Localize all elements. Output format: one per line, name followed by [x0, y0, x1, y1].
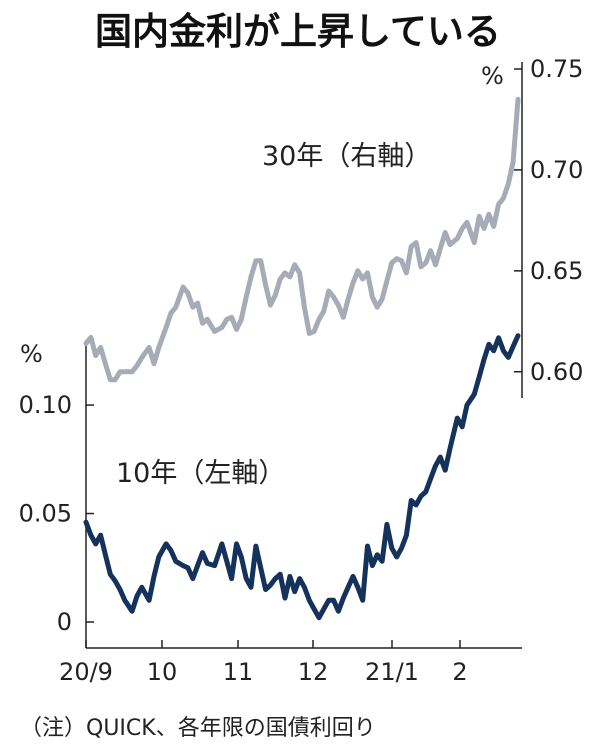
- series-points-30y: [85, 99, 519, 380]
- right-tick-label: 0.70: [530, 156, 583, 184]
- chart-title: 国内金利が上昇している: [95, 10, 501, 53]
- x-tick-label: 12: [298, 658, 329, 686]
- series-label-30y: 30年（右軸）: [262, 141, 431, 172]
- x-tick-label: 10: [147, 658, 178, 686]
- series-line-30y: [83, 96, 521, 383]
- series-points-10y: [85, 335, 519, 618]
- left-tick-label: 0: [57, 608, 72, 636]
- right-tick-label: 0.75: [530, 55, 583, 83]
- tick-layer: 0.10 0.05 0 20/9 10 11 12 21/1 2 0.75 0.70 0.65 0.60: [19, 55, 584, 686]
- series-line-10y: [83, 333, 521, 621]
- source-note: （注）QUICK、各年限の国債利回り: [20, 716, 376, 741]
- series-label-10y: 10年（左軸）: [116, 458, 285, 489]
- right-axis-unit: %: [481, 62, 504, 90]
- left-axis-unit: %: [20, 340, 43, 368]
- x-tick-label: 2: [452, 658, 467, 686]
- x-tick-label: 11: [223, 658, 254, 686]
- series-layer: [83, 96, 521, 621]
- right-tick-label: 0.60: [530, 358, 583, 386]
- x-tick-label: 21/1: [365, 658, 419, 686]
- x-tick-label: 20/9: [59, 658, 113, 686]
- left-tick-label: 0.10: [19, 391, 72, 419]
- axes: [85, 62, 523, 649]
- right-tick-label: 0.65: [530, 257, 583, 285]
- left-tick-label: 0.05: [19, 500, 72, 528]
